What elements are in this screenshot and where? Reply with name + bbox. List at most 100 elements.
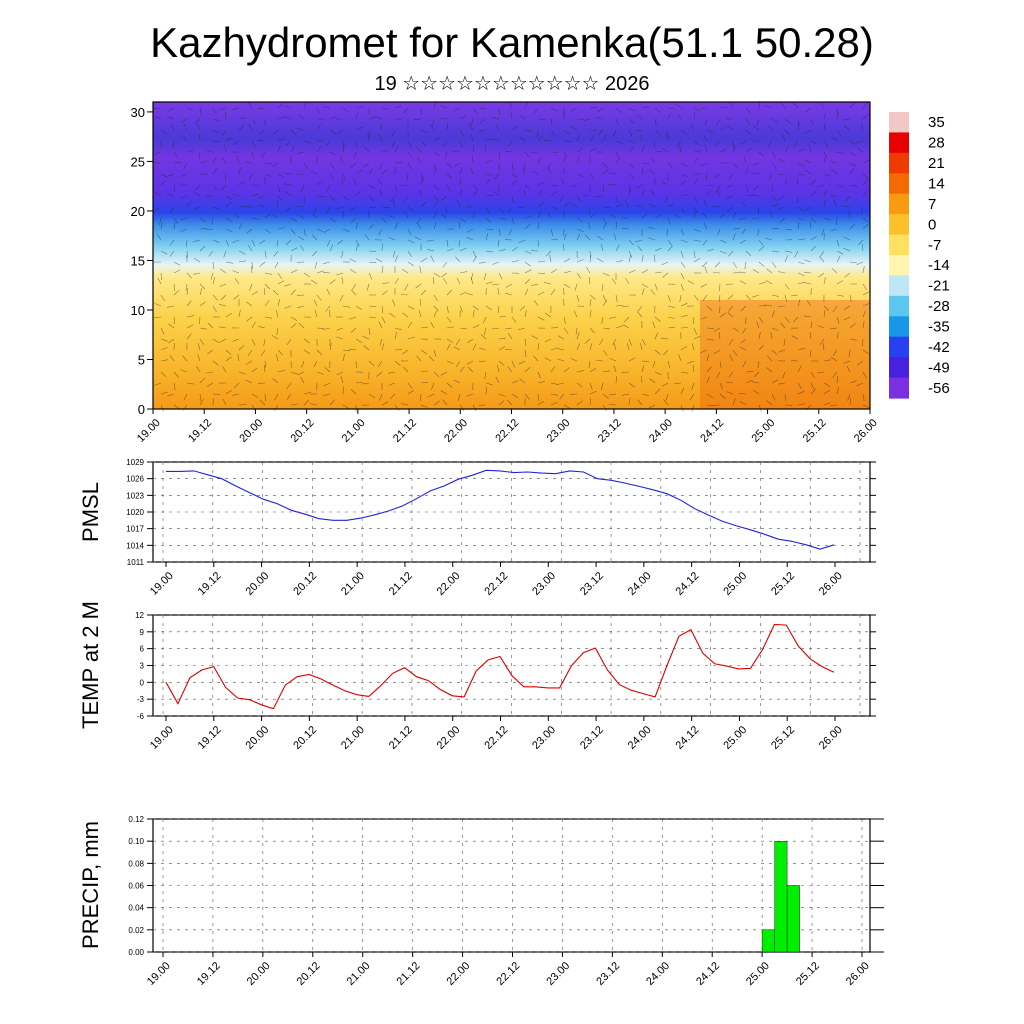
wind-barb [602, 327, 610, 330]
wind-barb [702, 294, 708, 301]
wind-barb [641, 213, 648, 219]
colorbar-label: 28 [928, 135, 945, 152]
wind-barb [613, 343, 617, 351]
wind-barb [843, 205, 851, 208]
wind-barb [511, 217, 515, 225]
wind-barb [637, 305, 643, 312]
wind-barb [251, 151, 255, 159]
y-tick-label: 25 [131, 154, 145, 169]
wind-barb [589, 129, 597, 132]
wind-barb [641, 360, 650, 362]
wind-barb [277, 370, 285, 373]
wind-barb [364, 234, 370, 241]
wind-barb [285, 206, 292, 212]
wind-barb [186, 272, 192, 279]
wind-barb [576, 233, 581, 241]
wind-barb [608, 184, 617, 186]
wind-barb [378, 228, 383, 236]
wind-barb [479, 129, 487, 132]
wind-barb [458, 221, 461, 230]
wind-barb [693, 140, 700, 146]
wind-barb [518, 360, 526, 365]
wind-barb [169, 239, 175, 246]
wind-barb [635, 239, 643, 243]
wind-barb [420, 140, 427, 147]
y-tick-label: 1020 [126, 508, 144, 517]
wind-barb [778, 206, 786, 210]
wind-barb [598, 129, 604, 136]
chart-title: Kazhydromet for Kamenka(51.1 50.28) [150, 19, 874, 66]
wind-barb [485, 173, 493, 176]
wind-barb [770, 332, 773, 340]
wind-barb [485, 233, 489, 241]
wind-barb [506, 399, 513, 406]
wind-barb [653, 140, 656, 148]
wind-barb [777, 173, 786, 175]
wind-barb [550, 402, 558, 406]
wind-barb [504, 348, 513, 351]
y-tick-label: 1017 [126, 525, 144, 534]
wind-barb [207, 322, 214, 329]
wind-barb [537, 343, 540, 351]
wind-barb [782, 371, 786, 379]
wind-barb [823, 382, 831, 387]
wind-barb [648, 237, 656, 241]
wind-barb [780, 322, 786, 329]
x-tick-label: 23.00 [530, 724, 558, 752]
wind-barb [804, 129, 812, 134]
wind-barb [197, 343, 201, 351]
wind-barb [180, 195, 188, 199]
wind-barb [261, 151, 266, 159]
wind-barb [596, 258, 604, 263]
wind-barb [856, 140, 864, 144]
wind-barb [667, 245, 673, 252]
wind-barb [363, 345, 370, 351]
wind-barb [784, 316, 790, 323]
temp-x-axis: 19.00 19.12 20.00 20.12 21.00 21.12 22.00 22.12… [148, 716, 845, 752]
wind-barb [732, 233, 736, 241]
x-tick-label: 23.00 [530, 570, 558, 598]
wind-barb [810, 235, 818, 241]
wind-barb [314, 206, 318, 214]
precip-panel: 0.000.020.040.060.080.100.12 19.00 19.12 2… [78, 815, 884, 988]
wind-barb [238, 310, 241, 318]
wind-barb [665, 393, 669, 401]
wind-barb [326, 206, 331, 214]
wind-barb [524, 278, 531, 285]
wind-barb [237, 354, 240, 362]
wind-barb [232, 107, 240, 111]
wind-barb [219, 304, 227, 307]
wind-barb [758, 245, 765, 252]
wind-barb [680, 371, 688, 374]
wind-barb [680, 314, 688, 318]
colorbar-swatch [889, 255, 909, 277]
wind-barb [784, 250, 792, 253]
wind-barb [745, 194, 753, 197]
wind-barb [433, 167, 437, 175]
precip-frame [152, 818, 871, 953]
wind-barb [810, 118, 814, 126]
x-tick-label: 26.00 [844, 960, 872, 988]
wind-barb [589, 294, 596, 300]
wind-barb [615, 204, 623, 208]
wind-barb [311, 250, 318, 257]
wind-barb [368, 305, 377, 307]
wind-barb [264, 316, 272, 319]
wind-barb [831, 267, 838, 274]
wind-barb [654, 118, 657, 126]
wind-barb [394, 145, 399, 153]
wind-barb [843, 247, 851, 252]
wind-barb [154, 303, 162, 307]
wind-barb [679, 294, 682, 302]
wind-barb [272, 289, 279, 296]
wind-barb [706, 327, 715, 329]
wind-barb [677, 112, 682, 120]
x-tick-label: 23.00 [545, 417, 573, 445]
wind-barb [173, 371, 179, 378]
wind-barb [654, 316, 661, 322]
wind-barb [433, 162, 436, 170]
wind-barb [401, 269, 409, 274]
wind-barb [732, 327, 740, 332]
wind-barb [441, 195, 448, 201]
wind-barb [718, 332, 721, 340]
